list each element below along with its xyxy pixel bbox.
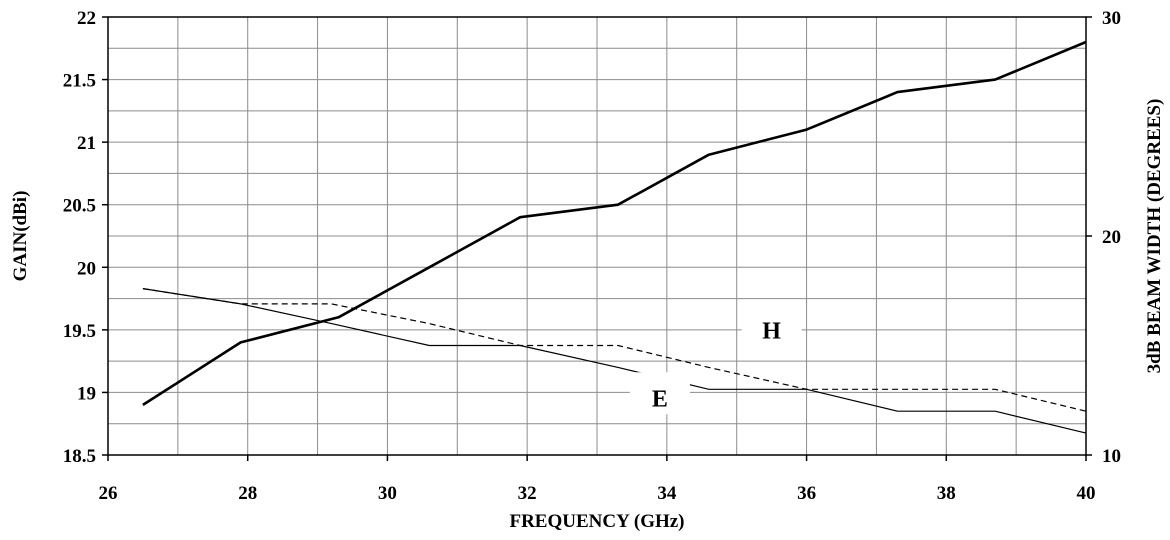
y-left-tick-label: 21.5 <box>63 71 96 92</box>
y-left-tick-label: 21 <box>77 133 96 154</box>
series-line-thin-solid <box>142 288 1087 434</box>
y-left-tick-label: 18.5 <box>63 446 96 467</box>
x-tick-label: 38 <box>937 483 956 504</box>
label-masks <box>629 304 802 415</box>
series-label-h: H <box>762 318 781 344</box>
y-left-tick-label: 22 <box>77 8 96 29</box>
y-left-tick-label: 19.5 <box>63 321 96 342</box>
x-tick-label: 40 <box>1077 483 1096 504</box>
y-left-tick-labels: 18.5 19 19.5 20 20.5 21 21.5 22 <box>63 8 96 467</box>
x-tick-label: 28 <box>238 483 257 504</box>
x-tick-label: 32 <box>518 483 537 504</box>
series-label-mask <box>629 372 690 415</box>
y-right-tick-labels: 10 20 30 <box>1102 8 1121 467</box>
y-right-tick-label: 30 <box>1102 8 1121 29</box>
y-right-tick-label: 10 <box>1102 446 1121 467</box>
y-right-tick-label: 20 <box>1102 227 1121 248</box>
x-tick-label: 30 <box>378 483 397 504</box>
x-axis-title: FREQUENCY (GHz) <box>509 511 684 532</box>
x-tick-label: 34 <box>657 483 677 504</box>
ticks <box>102 16 1092 461</box>
series-label-e: E <box>652 386 668 412</box>
x-tick-labels: 26 28 30 32 34 36 38 40 <box>99 483 1096 504</box>
series-labels: HE <box>652 318 781 412</box>
series-label-mask <box>741 304 802 347</box>
y-left-axis-title: GAIN(dBi) <box>10 191 31 282</box>
y-left-tick-label: 20.5 <box>63 196 96 217</box>
series-layer <box>142 40 1087 434</box>
y-left-tick-label: 20 <box>77 258 96 279</box>
series-line-thick-solid <box>142 40 1087 406</box>
x-tick-label: 36 <box>797 483 816 504</box>
series-line-dashed <box>142 288 1087 412</box>
grid <box>108 17 1086 455</box>
x-tick-label: 26 <box>99 483 118 504</box>
y-right-axis-title: 3dB BEAM WIDTH (DEGREES) <box>1144 99 1165 374</box>
y-left-tick-label: 19 <box>77 383 96 404</box>
